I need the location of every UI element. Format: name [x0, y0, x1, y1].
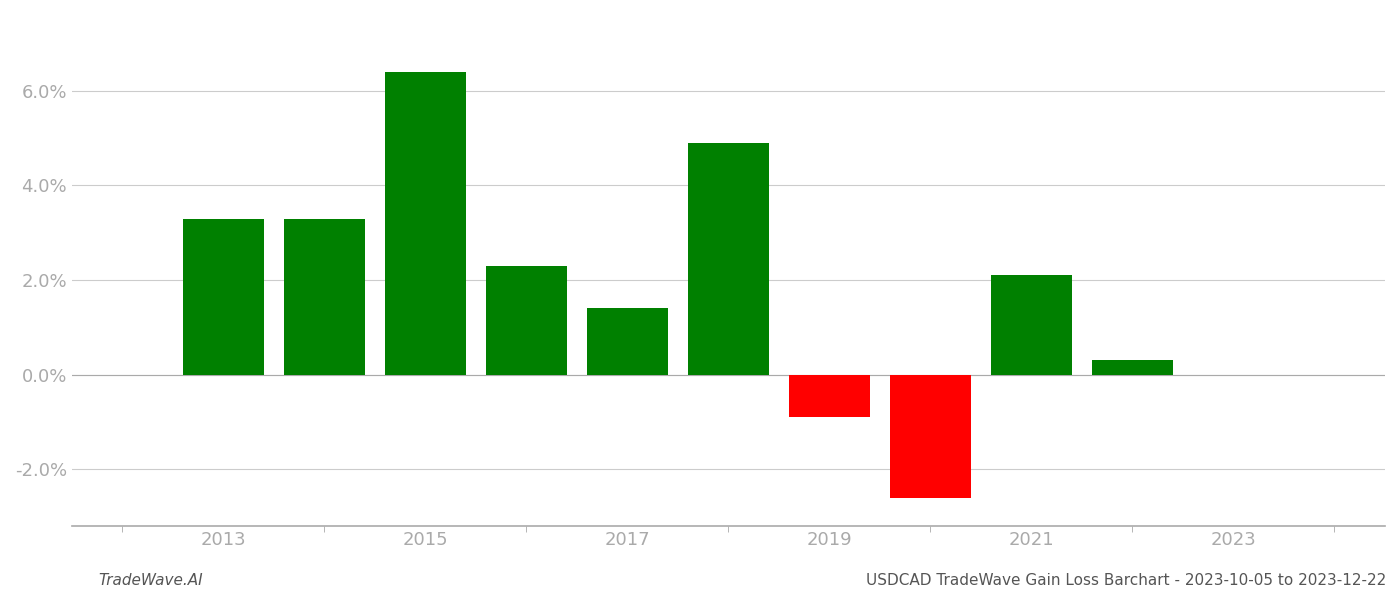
Bar: [486, 266, 567, 374]
Bar: [183, 218, 263, 374]
Bar: [991, 275, 1072, 374]
Bar: [687, 143, 769, 374]
Bar: [385, 72, 466, 374]
Text: TradeWave.AI: TradeWave.AI: [98, 573, 203, 588]
Bar: [790, 374, 869, 417]
Bar: [587, 308, 668, 374]
Bar: [1092, 361, 1173, 374]
Bar: [890, 374, 970, 498]
Text: USDCAD TradeWave Gain Loss Barchart - 2023-10-05 to 2023-12-22: USDCAD TradeWave Gain Loss Barchart - 20…: [865, 573, 1386, 588]
Bar: [284, 218, 365, 374]
